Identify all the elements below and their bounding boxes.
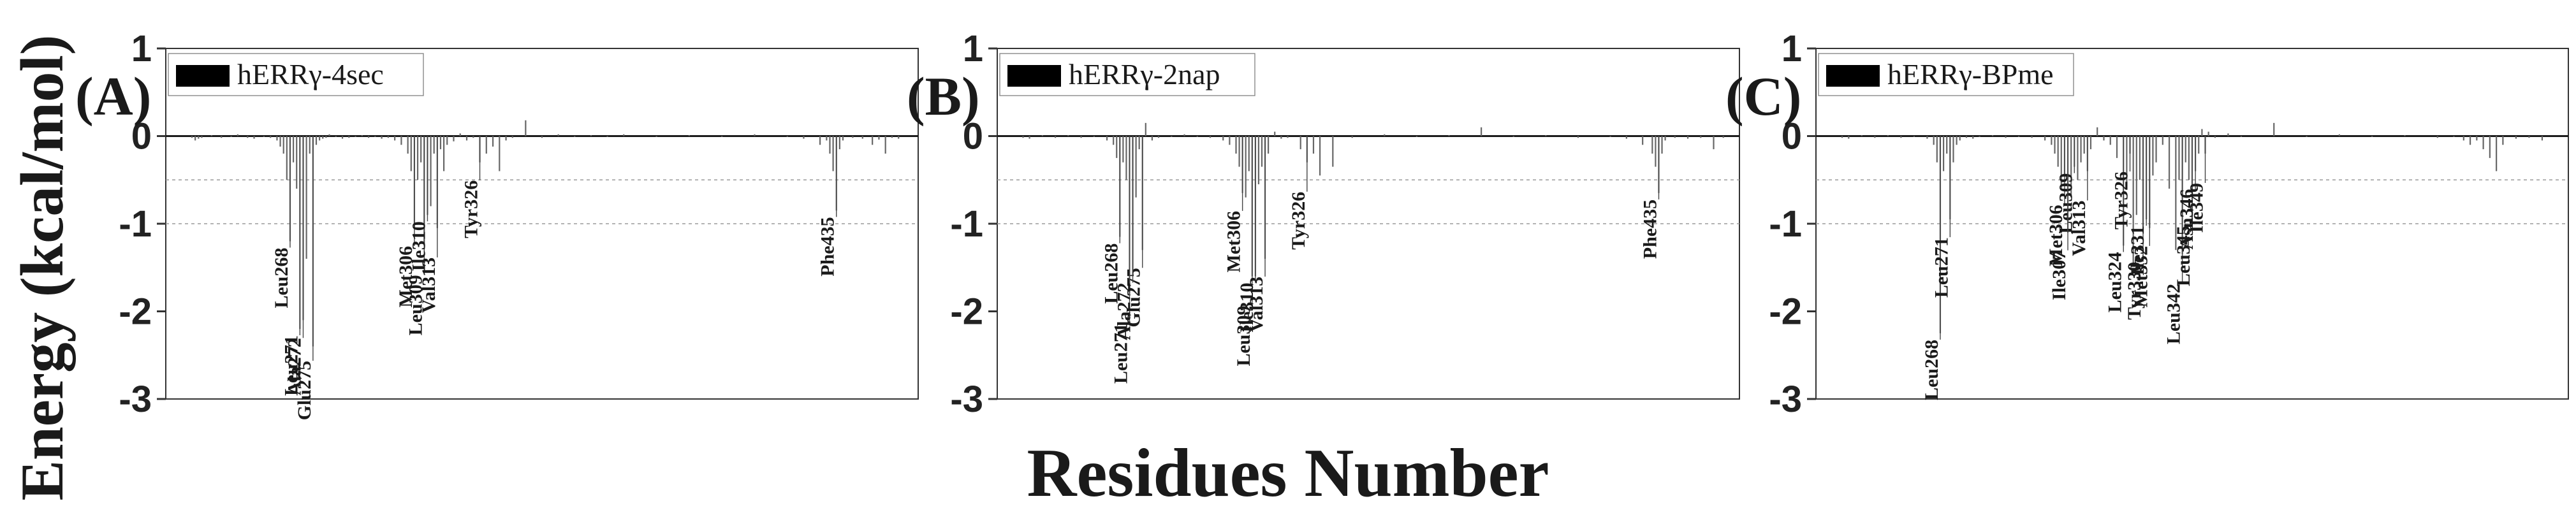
residue-annotation: Tyr326 xyxy=(461,180,482,238)
residue-annotation: Ala272 xyxy=(1114,283,1135,340)
residue-annotation: Leu271 xyxy=(1931,237,1952,298)
y-tick-label: -1 xyxy=(1769,203,1802,245)
residue-annotation: Leu268 xyxy=(1101,243,1122,304)
residue-annotation: Phe435 xyxy=(817,217,838,276)
residue-annotation: Leu345 xyxy=(2173,226,2194,286)
y-tick-label: 0 xyxy=(131,116,152,157)
residue-annotation: Val313 xyxy=(2068,201,2089,256)
residue-annotation: Leu309 xyxy=(2055,173,2076,234)
y-axis-label: Energy (kcal/mol) xyxy=(8,35,76,501)
residue-annotation: Met306 xyxy=(2045,205,2067,266)
residue-annotation: Tyr326 xyxy=(1288,192,1309,250)
residue-annotation: Leu309 xyxy=(405,275,426,335)
residue-annotation: Glu275 xyxy=(294,361,315,420)
residue-annotation: Phe435 xyxy=(1639,199,1660,259)
legend: hERRγ-2nap xyxy=(999,53,1255,96)
y-tick-label: -2 xyxy=(950,291,983,333)
y-tick-label: 0 xyxy=(1782,116,1802,157)
panel-label: (A) xyxy=(75,66,151,127)
legend-swatch xyxy=(1826,65,1880,87)
residue-annotation: Leu309 xyxy=(1233,306,1254,366)
y-tick-label: 0 xyxy=(963,116,983,157)
residue-annotation: Leu324 xyxy=(2104,252,2125,312)
y-tick-label: -2 xyxy=(119,291,152,333)
x-axis-label: Residues Number xyxy=(1027,435,1549,511)
y-tick-label: -1 xyxy=(950,203,983,245)
residue-annotation: Leu342 xyxy=(2163,284,2184,344)
residue-annotation: Leu268 xyxy=(1921,340,1942,400)
y-tick-label: -1 xyxy=(119,203,152,245)
residue-annotation: Val313 xyxy=(418,257,439,313)
residue-annotation: Leu268 xyxy=(271,248,292,308)
y-tick-label: 1 xyxy=(131,28,152,69)
legend-label: hERRγ-2nap xyxy=(1069,58,1220,91)
y-tick-label: 1 xyxy=(963,28,983,69)
residue-annotation: Met332 xyxy=(2130,246,2151,308)
panel-label: (C) xyxy=(1725,66,1801,127)
panel-label: (B) xyxy=(907,66,980,127)
residue-annotation: Met306 xyxy=(1224,211,1245,273)
residue-annotation: Ile349 xyxy=(2186,183,2207,233)
y-tick-label: -3 xyxy=(119,379,152,420)
residue-annotation: Ile310 xyxy=(408,221,429,271)
residue-annotation: Leu271 xyxy=(1110,323,1131,384)
legend: hERRγ-4sec xyxy=(168,53,424,96)
residue-annotation: Ile310 xyxy=(1236,283,1257,333)
legend: hERRγ-BPme xyxy=(1818,53,2074,96)
y-tick-label: 1 xyxy=(1782,28,1802,69)
legend-box xyxy=(1818,53,2074,96)
residue-annotation: Glu275 xyxy=(1123,268,1145,327)
legend-label: hERRγ-4sec xyxy=(237,58,384,91)
y-tick-label: -3 xyxy=(950,379,983,420)
residue-annotation: Tyr330 xyxy=(2124,262,2145,320)
residue-annotation: Met306 xyxy=(395,246,416,308)
legend-swatch xyxy=(1007,65,1061,87)
residue-annotation: Asn346 xyxy=(2176,189,2197,250)
residue-annotation: Leu271 xyxy=(281,335,302,396)
legend-swatch xyxy=(176,65,230,87)
y-tick-label: -3 xyxy=(1769,379,1802,420)
residue-annotation: Tyr326 xyxy=(2111,171,2132,229)
y-tick-label: -2 xyxy=(1769,291,1802,333)
residue-annotation: Val313 xyxy=(1246,277,1267,332)
legend-label: hERRγ-BPme xyxy=(1887,58,2054,91)
residue-annotation: Ile331 xyxy=(2127,226,2148,275)
residue-annotation: Ala272 xyxy=(284,338,305,395)
residue-annotation: Ile307 xyxy=(2049,250,2070,300)
